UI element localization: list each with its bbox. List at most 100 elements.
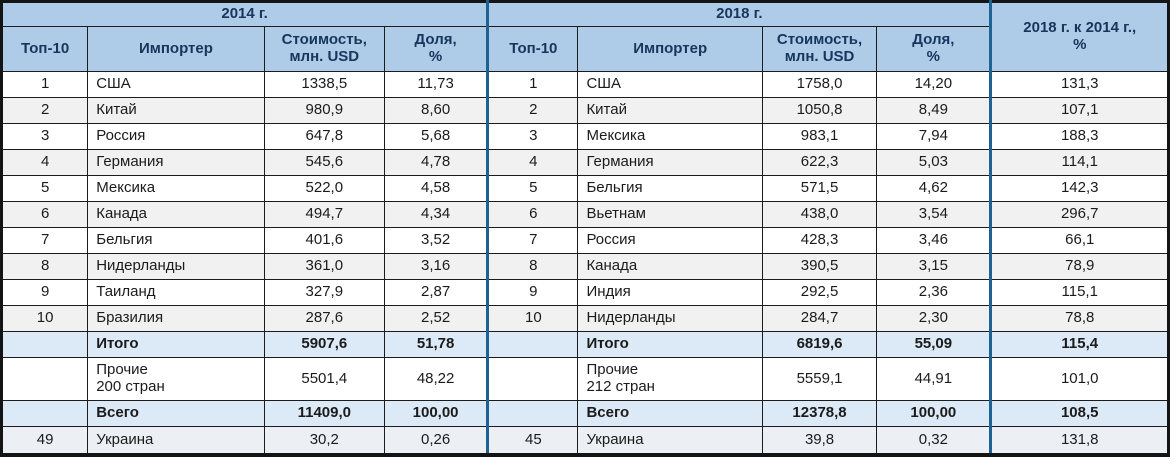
table-body: 1 США 1338,5 11,73 1 США 1758,0 14,20 13… [0, 71, 1169, 456]
table-row: 9 Таиланд 327,9 2,87 9 Индия 292,5 2,36 … [0, 279, 1169, 306]
value-2014-cell: 11409,0 [263, 400, 385, 427]
value-2014-cell: 5501,4 [263, 357, 385, 401]
importer-2014-cell: Китай [87, 97, 265, 124]
share-2018-cell: 3,46 [876, 227, 992, 254]
importer-2018-cell: Прочие 212 стран [577, 357, 763, 401]
ratio-cell: 114,1 [989, 149, 1169, 176]
ratio-column-header: 2018 г. к 2014 г., % [989, 1, 1169, 72]
importer-2014-cell: Германия [87, 149, 265, 176]
value-2014-header: Стоимость, млн. USD [263, 26, 385, 72]
share-2018-cell: 55,09 [876, 331, 992, 358]
value-2018-cell: 5559,1 [761, 357, 878, 401]
year-2018-header: 2018 г. [486, 1, 992, 27]
importer-2014-cell: Канада [87, 201, 265, 228]
share-2014-cell: 5,68 [383, 123, 489, 150]
value-2018-cell: 1050,8 [761, 97, 878, 124]
importer-2018-cell: Мексика [577, 123, 763, 150]
rank-2018-cell: 9 [486, 279, 579, 306]
importer-2014-cell: Всего [87, 400, 265, 427]
value-2018-cell: 284,7 [761, 305, 878, 332]
share-2018-cell: 2,36 [876, 279, 992, 306]
share-2014-cell: 4,34 [383, 201, 489, 228]
value-2018-cell: 571,5 [761, 175, 878, 202]
rank-2014-cell: 10 [0, 305, 89, 332]
share-2018-header: Доля, % [876, 26, 992, 72]
value-2014-cell: 545,6 [263, 149, 385, 176]
top10-2018-header: Топ-10 [486, 26, 579, 72]
importer-2014-cell: Бразилия [87, 305, 265, 332]
share-2018-cell: 100,00 [876, 400, 992, 427]
importer-2018-cell: Германия [577, 149, 763, 176]
share-2014-cell: 2,87 [383, 279, 489, 306]
importer-2018-cell: Индия [577, 279, 763, 306]
value-2018-cell: 428,3 [761, 227, 878, 254]
share-2018-cell: 44,91 [876, 357, 992, 401]
share-2018-cell: 0,32 [876, 426, 992, 456]
importer-2018-cell: Китай [577, 97, 763, 124]
rank-2014-cell [0, 331, 89, 358]
table-row: 2 Китай 980,9 8,60 2 Китай 1050,8 8,49 1… [0, 97, 1169, 124]
share-2018-cell: 14,20 [876, 71, 992, 98]
value-2018-cell: 983,1 [761, 123, 878, 150]
ratio-cell: 101,0 [989, 357, 1169, 401]
ratio-cell: 78,8 [989, 305, 1169, 332]
importer-2018-cell: Итого [577, 331, 763, 358]
value-2014-cell: 5907,6 [263, 331, 385, 358]
share-2014-cell: 4,78 [383, 149, 489, 176]
value-2018-cell: 39,8 [761, 426, 878, 456]
importers-table: 2014 г. 2018 г. 2018 г. к 2014 г., % Топ… [0, 0, 1170, 457]
importer-2014-cell: Россия [87, 123, 265, 150]
share-2014-cell: 2,52 [383, 305, 489, 332]
table-row: Всего 11409,0 100,00 Всего 12378,8 100,0… [0, 400, 1169, 427]
rank-2014-cell [0, 357, 89, 401]
share-2014-cell: 3,52 [383, 227, 489, 254]
importer-2018-cell: США [577, 71, 763, 98]
share-2018-cell: 2,30 [876, 305, 992, 332]
share-2018-cell: 7,94 [876, 123, 992, 150]
value-2014-cell: 980,9 [263, 97, 385, 124]
rank-2014-cell: 3 [0, 123, 89, 150]
value-2014-cell: 522,0 [263, 175, 385, 202]
value-2014-cell: 1338,5 [263, 71, 385, 98]
table-row: Итого 5907,6 51,78 Итого 6819,6 55,09 11… [0, 331, 1169, 358]
rank-2014-cell: 1 [0, 71, 89, 98]
table-row: 49 Украина 30,2 0,26 45 Украина 39,8 0,3… [0, 426, 1169, 456]
ratio-cell: 78,9 [989, 253, 1169, 280]
share-2014-cell: 100,00 [383, 400, 489, 427]
value-2014-cell: 361,0 [263, 253, 385, 280]
value-2018-cell: 622,3 [761, 149, 878, 176]
rank-2018-cell [486, 400, 579, 427]
value-2014-cell: 327,9 [263, 279, 385, 306]
rank-2018-cell: 1 [486, 71, 579, 98]
importer-2018-cell: Вьетнам [577, 201, 763, 228]
rank-2014-cell: 2 [0, 97, 89, 124]
rank-2018-cell: 5 [486, 175, 579, 202]
share-2014-cell: 11,73 [383, 71, 489, 98]
share-2014-cell: 4,58 [383, 175, 489, 202]
table-row: 7 Бельгия 401,6 3,52 7 Россия 428,3 3,46… [0, 227, 1169, 254]
importer-2014-cell: Украина [87, 426, 265, 456]
rank-2014-cell: 4 [0, 149, 89, 176]
importer-2014-cell: Нидерланды [87, 253, 265, 280]
importer-2018-cell: Канада [577, 253, 763, 280]
rank-2018-cell [486, 357, 579, 401]
importer-2014-cell: США [87, 71, 265, 98]
importer-2014-cell: Итого [87, 331, 265, 358]
value-2018-cell: 12378,8 [761, 400, 878, 427]
rank-2018-cell: 8 [486, 253, 579, 280]
value-2018-cell: 438,0 [761, 201, 878, 228]
share-2018-cell: 5,03 [876, 149, 992, 176]
column-header-row: Топ-10 Импортер Стоимость, млн. USD Доля… [0, 26, 1169, 72]
rank-2018-cell: 45 [486, 426, 579, 456]
importer-2018-cell: Россия [577, 227, 763, 254]
share-2018-cell: 4,62 [876, 175, 992, 202]
value-2014-cell: 287,6 [263, 305, 385, 332]
share-2018-cell: 8,49 [876, 97, 992, 124]
importer-2014-cell: Таиланд [87, 279, 265, 306]
rank-2018-cell: 2 [486, 97, 579, 124]
importer-2014-cell: Прочие 200 стран [87, 357, 265, 401]
rank-2014-cell: 7 [0, 227, 89, 254]
value-2018-cell: 1758,0 [761, 71, 878, 98]
table-row: 5 Мексика 522,0 4,58 5 Бельгия 571,5 4,6… [0, 175, 1169, 202]
importer-2018-cell: Всего [577, 400, 763, 427]
